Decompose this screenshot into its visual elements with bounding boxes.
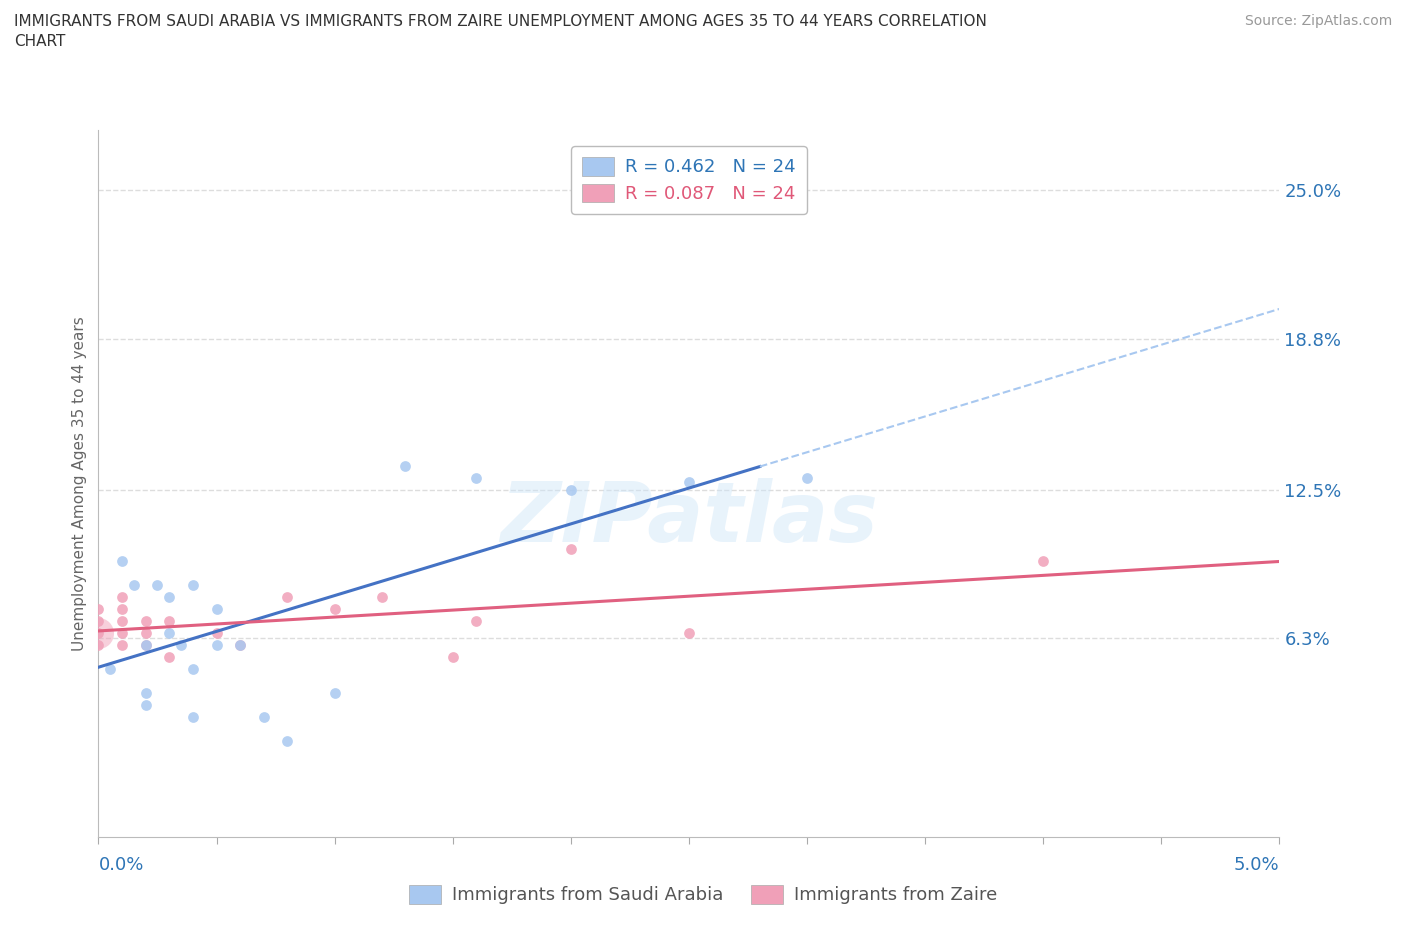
Point xyxy=(205,626,228,641)
Point xyxy=(135,638,157,653)
Point xyxy=(229,638,252,653)
Point xyxy=(135,614,157,629)
Legend: Immigrants from Saudi Arabia, Immigrants from Zaire: Immigrants from Saudi Arabia, Immigrants… xyxy=(402,878,1004,911)
Point xyxy=(323,602,346,617)
Point xyxy=(276,734,298,749)
Point xyxy=(253,710,276,724)
Point xyxy=(135,638,157,653)
Point xyxy=(560,542,582,557)
Y-axis label: Unemployment Among Ages 35 to 44 years: Unemployment Among Ages 35 to 44 years xyxy=(72,316,87,651)
Legend: R = 0.462   N = 24, R = 0.087   N = 24: R = 0.462 N = 24, R = 0.087 N = 24 xyxy=(571,146,807,214)
Point xyxy=(87,626,110,641)
Text: ZIPatlas: ZIPatlas xyxy=(501,478,877,560)
Text: IMMIGRANTS FROM SAUDI ARABIA VS IMMIGRANTS FROM ZAIRE UNEMPLOYMENT AMONG AGES 35: IMMIGRANTS FROM SAUDI ARABIA VS IMMIGRAN… xyxy=(14,14,987,29)
Text: Source: ZipAtlas.com: Source: ZipAtlas.com xyxy=(1244,14,1392,28)
Point xyxy=(441,650,464,665)
Text: 5.0%: 5.0% xyxy=(1234,857,1279,874)
Point xyxy=(135,626,157,641)
Point xyxy=(157,626,180,641)
Point xyxy=(111,626,134,641)
Point xyxy=(157,650,180,665)
Text: CHART: CHART xyxy=(14,34,66,49)
Point xyxy=(135,698,157,712)
Point xyxy=(205,602,228,617)
Point xyxy=(111,554,134,569)
Point xyxy=(157,590,180,604)
Point xyxy=(111,602,134,617)
Point xyxy=(1032,554,1054,569)
Point xyxy=(678,626,700,641)
Point xyxy=(98,662,121,677)
Point xyxy=(465,471,488,485)
Point xyxy=(371,590,394,604)
Point xyxy=(157,614,180,629)
Text: 0.0%: 0.0% xyxy=(98,857,143,874)
Point xyxy=(111,590,134,604)
Point xyxy=(122,578,145,592)
Point xyxy=(205,638,228,653)
Point xyxy=(170,638,193,653)
Point xyxy=(87,638,110,653)
Point xyxy=(181,578,204,592)
Point xyxy=(181,662,204,677)
Point xyxy=(394,458,416,473)
Point xyxy=(87,614,110,629)
Point xyxy=(465,614,488,629)
Point xyxy=(181,710,204,724)
Point xyxy=(229,638,252,653)
Point xyxy=(111,638,134,653)
Point xyxy=(276,590,298,604)
Point xyxy=(323,685,346,700)
Point xyxy=(796,471,818,485)
Point xyxy=(87,602,110,617)
Point xyxy=(87,626,110,641)
Point xyxy=(678,475,700,490)
Point xyxy=(135,685,157,700)
Point xyxy=(146,578,169,592)
Point xyxy=(111,614,134,629)
Point xyxy=(560,482,582,497)
